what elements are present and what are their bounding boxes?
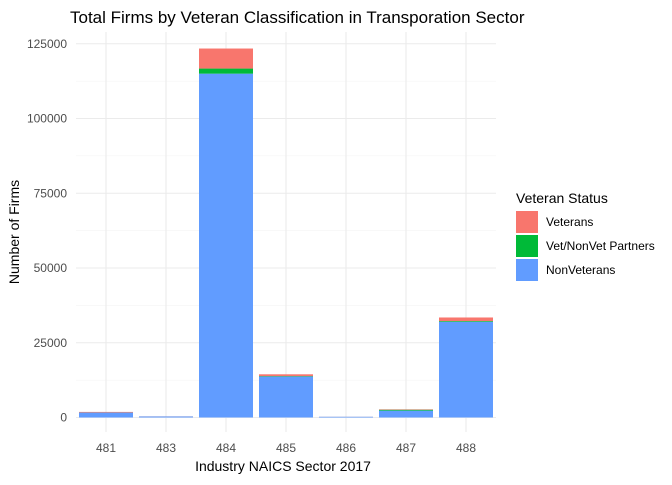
grid-lines <box>76 32 496 432</box>
legend: Veteran Status Veterans Vet/NonVet Partne… <box>516 190 655 281</box>
bar-segment <box>439 322 493 418</box>
bar-segment <box>379 411 433 418</box>
y-tick-label: 0 <box>60 411 67 425</box>
x-tick-label: 485 <box>276 441 296 455</box>
x-tick-label: 486 <box>336 441 356 455</box>
bar-segment <box>79 413 133 418</box>
y-tick-label: 125000 <box>27 37 67 51</box>
bar-segment <box>199 74 253 418</box>
legend-title: Veteran Status <box>516 190 608 206</box>
bar-segment <box>259 377 313 418</box>
bar-segment <box>439 317 493 321</box>
legend-label: Vet/NonVet Partners <box>546 239 655 253</box>
legend-label: Veterans <box>546 215 593 229</box>
bar-segment <box>199 69 253 74</box>
y-tick-label: 25000 <box>34 336 68 350</box>
legend-swatch <box>516 235 538 257</box>
y-tick-label: 100000 <box>27 112 67 126</box>
x-tick-label: 484 <box>216 441 236 455</box>
y-axis-title: Number of Firms <box>6 180 22 284</box>
y-axis-ticks: 0 25000 50000 75000 100000 125000 <box>27 37 67 425</box>
x-tick-label: 481 <box>96 441 116 455</box>
legend-swatch <box>516 211 538 233</box>
bar-segment <box>199 49 253 69</box>
bar-segment <box>319 417 373 418</box>
x-axis-ticks: 481 483 484 485 486 487 488 <box>96 441 476 455</box>
x-tick-label: 487 <box>396 441 416 455</box>
x-tick-label: 483 <box>156 441 176 455</box>
chart-title: Total Firms by Veteran Classification in… <box>70 8 525 27</box>
y-tick-label: 50000 <box>34 261 68 275</box>
bar-segment <box>259 374 313 376</box>
y-tick-label: 75000 <box>34 186 68 200</box>
bar-segment <box>379 410 433 411</box>
legend-label: NonVeterans <box>546 263 615 277</box>
bar-segment <box>79 412 133 413</box>
bar-segment <box>439 321 493 322</box>
bar-segment <box>139 416 193 417</box>
x-axis-title: Industry NAICS Sector 2017 <box>195 458 371 474</box>
x-tick-label: 488 <box>456 441 476 455</box>
legend-swatch <box>516 259 538 281</box>
